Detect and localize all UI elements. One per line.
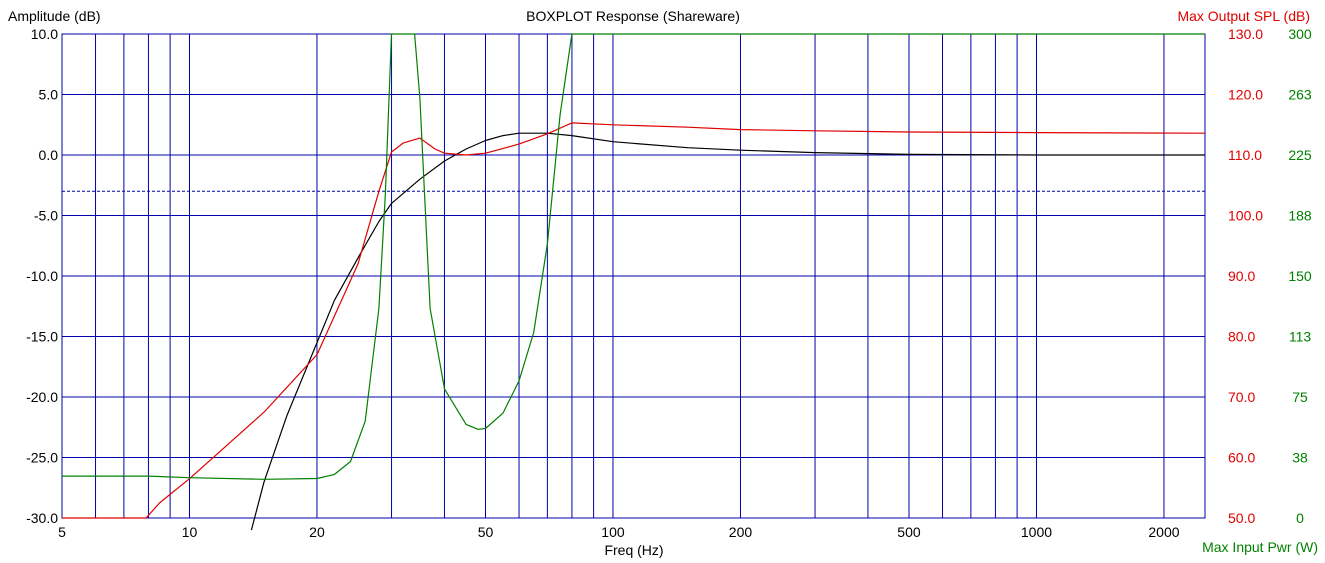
y-tick-label-left: -5.0 [34,208,58,224]
y-tick-label-left: 0.0 [39,147,59,163]
x-tick-label: 1000 [1021,524,1052,540]
tick-labels: 10.0 130.0 300 5.0 120.0 263 0.0 110.0 225 -5.0 10… [26,26,1312,540]
y-tick-label-right2: 75 [1292,389,1308,405]
x-tick-label: 2000 [1148,524,1179,540]
x-tick-label: 200 [729,524,753,540]
y-tick-label-left: 5.0 [39,87,59,103]
y-tick-label-left: -15.0 [26,329,58,345]
y-tick-label-left: 10.0 [31,26,58,42]
x-tick-label: 20 [309,524,325,540]
y-tick-label-right: 100.0 [1228,208,1263,224]
x-tick-label: 10 [182,524,198,540]
amplitude-series-line [250,132,1205,531]
x-tick-label: 50 [478,524,494,540]
y-tick-label-left: -25.0 [26,450,58,466]
y-tick-label-right: 120.0 [1228,87,1263,103]
y-tick-label-right: 80.0 [1228,329,1255,345]
data-series [62,33,1205,531]
y-tick-label-right2: 263 [1288,87,1312,103]
left-axis-label: Amplitude (dB) [8,8,101,24]
y-tick-label-right: 130.0 [1228,26,1263,42]
x-tick-label: 100 [601,524,625,540]
y-tick-label-right2: 38 [1292,450,1308,466]
spl-series-line [62,122,1205,519]
x-axis-label: Freq (Hz) [604,542,663,558]
y-tick-label-right2: 113 [1289,329,1312,345]
y-tick-label-right2: 188 [1288,208,1312,224]
right-axis2-label: Max Input Pwr (W) [1202,539,1318,555]
y-tick-label-right: 70.0 [1228,389,1255,405]
right-axis-label: Max Output SPL (dB) [1177,8,1310,24]
y-tick-label-left: -30.0 [26,510,58,526]
y-tick-label-right2: 0 [1296,510,1304,526]
y-tick-label-right: 50.0 [1228,510,1255,526]
y-tick-label-right2: 300 [1288,26,1312,42]
x-tick-label: 5 [58,524,66,540]
y-tick-label-left: -20.0 [26,389,58,405]
power-series-line [62,33,1205,480]
y-tick-label-right2: 225 [1288,147,1312,163]
y-tick-label-right: 110.0 [1228,147,1262,163]
chart-title: BOXPLOT Response (Shareware) [526,8,740,24]
y-tick-label-right2: 150 [1288,268,1312,284]
y-tick-label-right: 60.0 [1228,450,1255,466]
x-tick-label: 500 [897,524,921,540]
y-tick-label-right: 90.0 [1228,268,1255,284]
y-tick-label-left: -10.0 [26,268,58,284]
grid [61,33,1206,519]
